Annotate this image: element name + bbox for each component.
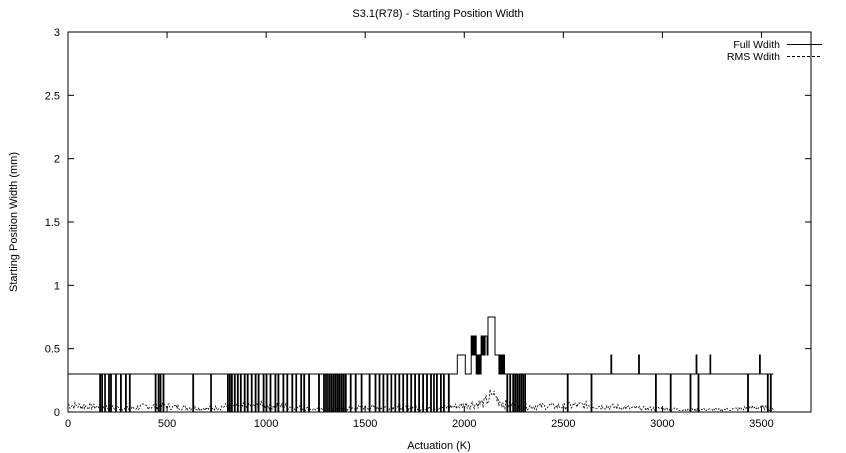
series-full-width-line [68, 316, 774, 413]
x-tick-label: 0 [65, 418, 71, 430]
x-tick-label: 3000 [650, 418, 674, 430]
y-tick-label: 1.5 [45, 217, 60, 229]
x-tick-label: 500 [158, 418, 176, 430]
plot-area-frame [67, 31, 812, 413]
y-axis-label: Starting Position Width (mm) [8, 152, 20, 292]
x-tick-label: 3500 [749, 418, 773, 430]
axis-ticks [67, 31, 811, 413]
y-tick-label: 2 [54, 154, 60, 166]
y-tick-label: 0 [54, 407, 60, 419]
x-tick-label: 2000 [452, 418, 476, 430]
y-tick-label: 0.5 [45, 344, 60, 356]
y-tick-labels: 0 0.5 1 1.5 2 2.5 3 [45, 27, 60, 419]
legend: Full Wdith RMS Wdith [727, 39, 822, 63]
y-tick-label: 3 [54, 27, 60, 39]
series-rms-width-line [67, 389, 774, 412]
x-tick-label: 2500 [551, 418, 575, 430]
chart-title: S3.1(R78) - Starting Position Width [352, 8, 523, 20]
x-tick-label: 1000 [254, 418, 278, 430]
y-tick-label: 1 [54, 280, 60, 292]
series-layer [67, 316, 774, 413]
y-tick-label: 2.5 [45, 90, 60, 102]
x-tick-label: 1500 [353, 418, 377, 430]
legend-label-rms-width: RMS Wdith [727, 51, 780, 63]
x-tick-labels: 0 500 1000 1500 2000 2500 3000 3500 [65, 418, 774, 430]
x-axis-label: Actuation (K) [407, 440, 471, 452]
legend-label-full-width: Full Wdith [733, 39, 780, 51]
